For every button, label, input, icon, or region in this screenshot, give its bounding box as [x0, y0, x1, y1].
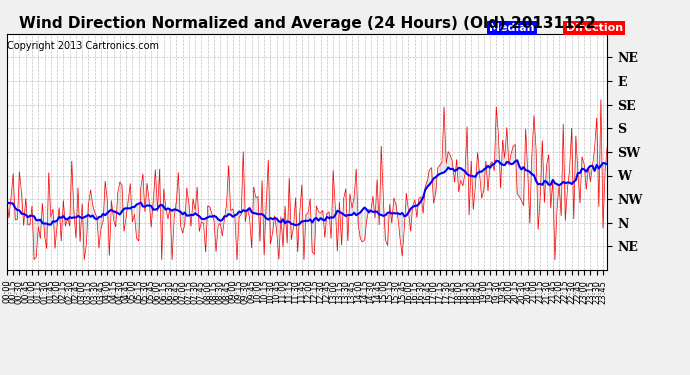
Text: Median: Median	[489, 23, 535, 33]
Title: Wind Direction Normalized and Average (24 Hours) (Old) 20131122: Wind Direction Normalized and Average (2…	[19, 16, 595, 31]
Text: Direction: Direction	[566, 23, 622, 33]
Text: Copyright 2013 Cartronics.com: Copyright 2013 Cartronics.com	[7, 41, 159, 51]
